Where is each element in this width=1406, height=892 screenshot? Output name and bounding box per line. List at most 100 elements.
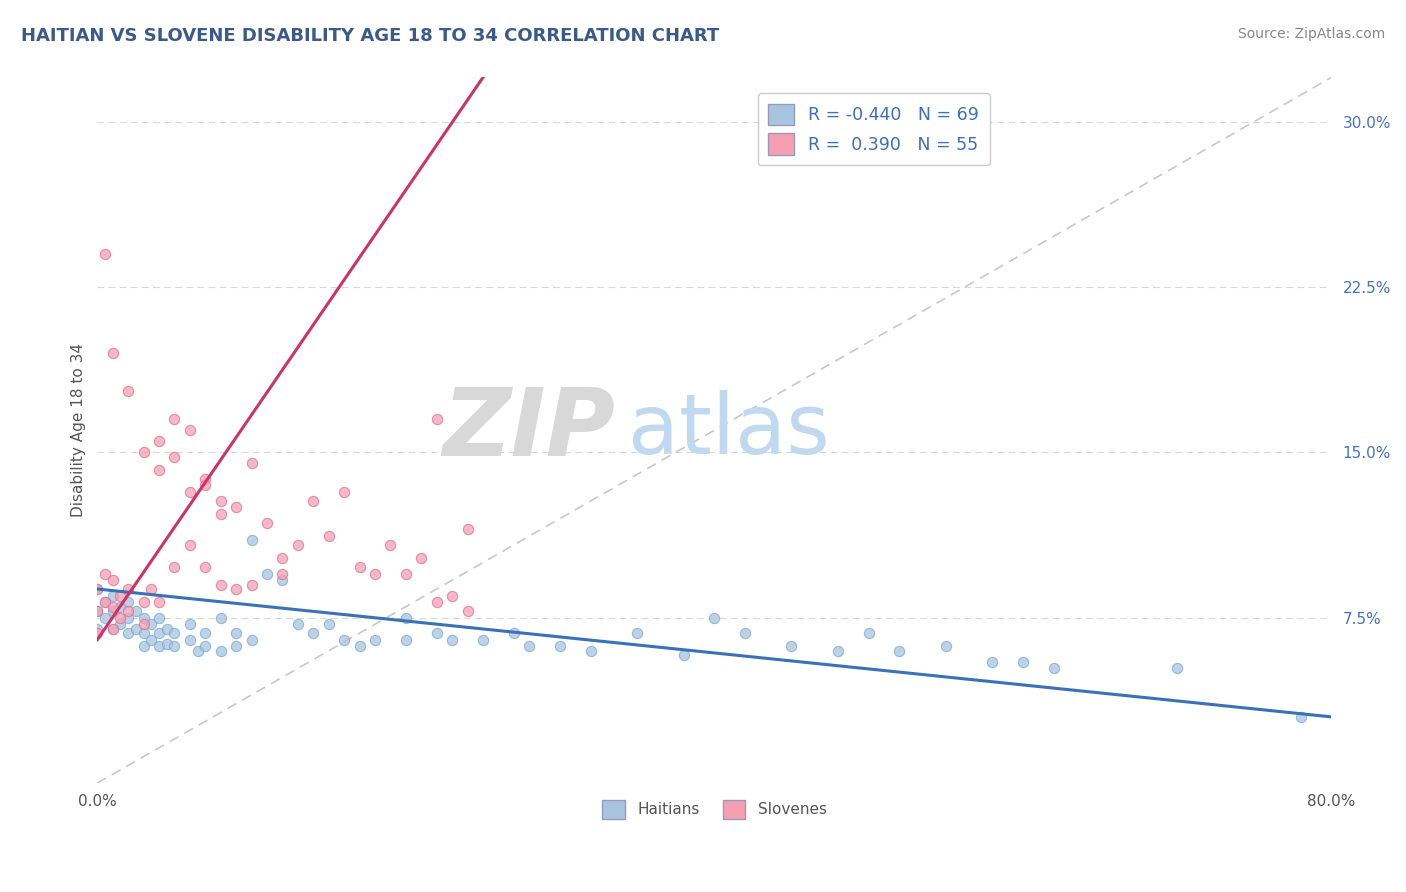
Point (132, 640, 155, 654)
Point (287, 617, 309, 632)
Point (94, 610, 117, 624)
Point (94, 595, 117, 609)
Point (110, 617, 132, 632)
Point (117, 582, 139, 596)
Point (194, 626, 217, 640)
Point (502, 626, 524, 640)
Point (86, 582, 108, 596)
Point (240, 577, 263, 591)
Point (426, 595, 449, 609)
Point (194, 472, 217, 486)
Point (101, 622, 124, 636)
Point (318, 617, 340, 632)
Text: HAITIAN VS SLOVENE DISABILITY AGE 18 TO 34 CORRELATION CHART: HAITIAN VS SLOVENE DISABILITY AGE 18 TO … (21, 27, 720, 45)
Point (86, 604, 108, 618)
Point (132, 610, 155, 624)
Point (148, 610, 170, 624)
Point (364, 632, 387, 647)
Point (148, 640, 170, 654)
Point (148, 463, 170, 477)
Point (209, 610, 232, 624)
Point (101, 346, 124, 360)
Point (94, 595, 117, 609)
Point (225, 500, 247, 515)
Text: ZIP: ZIP (443, 384, 616, 476)
Text: Source: ZipAtlas.com: Source: ZipAtlas.com (1237, 27, 1385, 41)
Point (209, 507, 232, 521)
Point (179, 423, 201, 437)
Point (333, 485, 356, 500)
Point (1289, 710, 1312, 724)
Point (156, 622, 179, 636)
Point (889, 644, 911, 658)
Point (194, 640, 217, 654)
Legend: Haitians, Slovenes: Haitians, Slovenes (596, 794, 832, 825)
Point (179, 538, 201, 552)
Point (94, 247, 117, 261)
Point (271, 551, 294, 566)
Point (117, 384, 139, 398)
Point (148, 434, 170, 449)
Point (209, 644, 232, 658)
Point (125, 604, 148, 618)
Point (672, 648, 695, 662)
Point (472, 632, 495, 647)
Point (163, 626, 186, 640)
Point (125, 622, 148, 636)
Point (86, 582, 108, 596)
Point (349, 560, 371, 574)
Point (117, 610, 139, 624)
Point (302, 626, 325, 640)
Point (209, 493, 232, 508)
Point (271, 566, 294, 581)
Point (1012, 655, 1035, 669)
Point (380, 538, 402, 552)
Point (163, 640, 186, 654)
Point (225, 626, 247, 640)
Point (209, 577, 232, 591)
Point (579, 644, 602, 658)
Point (441, 589, 464, 603)
Point (364, 566, 387, 581)
Point (827, 644, 849, 658)
Point (110, 599, 132, 614)
Point (163, 450, 186, 464)
Point (302, 493, 325, 508)
Point (517, 640, 540, 654)
Point (395, 632, 418, 647)
Point (156, 637, 179, 651)
Point (101, 573, 124, 587)
Point (457, 604, 479, 618)
Point (148, 595, 170, 609)
Point (132, 617, 155, 632)
Point (117, 595, 139, 609)
Y-axis label: Disability Age 18 to 34: Disability Age 18 to 34 (72, 343, 86, 517)
Point (86, 622, 108, 636)
Point (256, 516, 278, 530)
Point (780, 640, 803, 654)
Point (141, 632, 163, 647)
Point (411, 551, 433, 566)
Point (1042, 661, 1064, 675)
Point (349, 640, 371, 654)
Point (86, 626, 108, 640)
Point (318, 529, 340, 543)
Point (101, 599, 124, 614)
Point (194, 478, 217, 492)
Point (179, 632, 201, 647)
Point (426, 412, 449, 426)
Text: atlas: atlas (628, 390, 830, 471)
Point (626, 626, 648, 640)
Point (132, 626, 155, 640)
Point (86, 604, 108, 618)
Point (1166, 661, 1188, 675)
Point (256, 566, 278, 581)
Point (441, 632, 464, 647)
Point (132, 595, 155, 609)
Point (225, 582, 247, 596)
Point (163, 412, 186, 426)
Point (101, 622, 124, 636)
Point (240, 456, 263, 470)
Point (395, 566, 418, 581)
Point (117, 604, 139, 618)
